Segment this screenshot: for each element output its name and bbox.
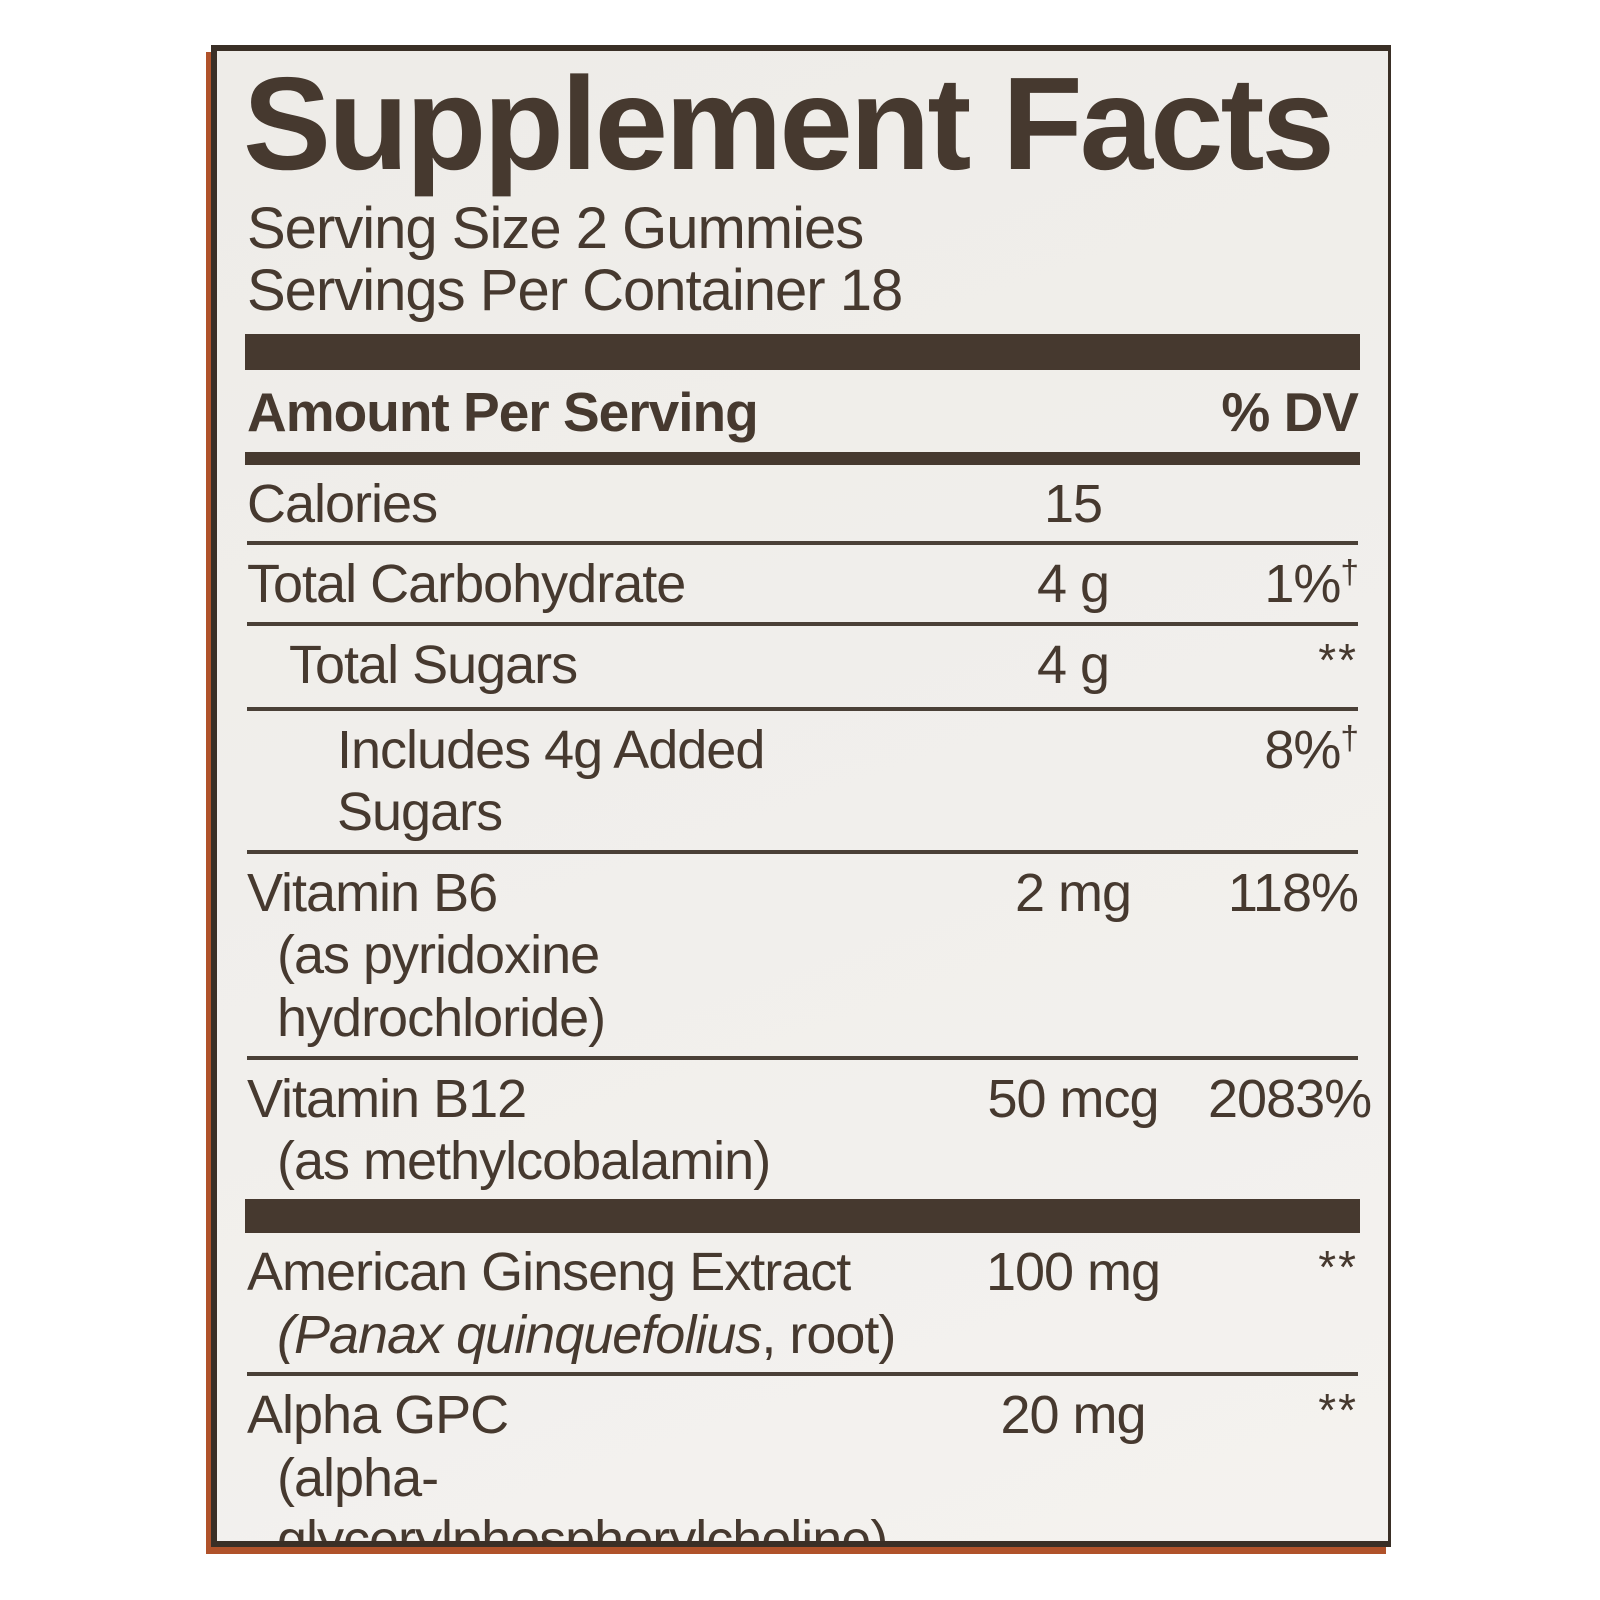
nutrient-dv: 2083% bbox=[1208, 1068, 1372, 1129]
row-divider bbox=[247, 1055, 1358, 1060]
dagger-mark: † bbox=[1340, 554, 1359, 592]
nutrient-source: (Panax quinquefolius, root) bbox=[277, 1304, 896, 1365]
column-header-row: Amount Per Serving % DV bbox=[247, 370, 1359, 452]
nutrient-amount: 20 mg bbox=[1000, 1385, 1146, 1446]
nutrient-row-total-sugars: Total Sugars 4 g ** bbox=[247, 626, 1358, 707]
panel-title: Supplement Facts bbox=[243, 50, 1335, 197]
nutrient-amount: 2 mg bbox=[1014, 862, 1132, 923]
nutrient-amount: 4 g bbox=[1036, 634, 1110, 695]
nutrient-amount: 100 mg bbox=[985, 1241, 1161, 1302]
supplement-facts-panel: Supplement Facts Serving Size 2 Gummies … bbox=[211, 45, 1391, 1547]
nutrient-row-alpha-gpc: Alpha GPC (alpha-glycerylphosphorylcholi… bbox=[247, 1376, 1358, 1547]
nutrient-name: Vitamin B6 bbox=[247, 862, 498, 923]
nutrient-row-vitamin-b6: Vitamin B6 (as pyridoxine hydrochloride)… bbox=[247, 854, 1359, 1056]
row-divider bbox=[247, 621, 1358, 626]
nutrient-row-calories: Calories 15 bbox=[247, 465, 1358, 542]
nutrient-row-american-ginseng: American Ginseng Extract (Panax quinquef… bbox=[247, 1233, 1358, 1372]
row-divider bbox=[247, 541, 1358, 546]
nutrient-name: Total Sugars bbox=[289, 634, 578, 695]
nutrient-source: (as methylcobalamin) bbox=[277, 1131, 771, 1192]
column-header-amount: Amount Per Serving bbox=[247, 380, 759, 443]
row-divider bbox=[247, 1372, 1358, 1377]
servings-per-container: Servings Per Container 18 bbox=[247, 257, 903, 323]
nutrient-name: Total Carbohydrate bbox=[247, 554, 686, 615]
nutrient-amount: 50 mcg bbox=[987, 1068, 1159, 1129]
nutrient-dv: 8%† bbox=[1264, 719, 1359, 780]
nutrient-row-added-sugars: Includes 4g Added Sugars 8%† bbox=[247, 711, 1359, 850]
asterisk-mark: ** bbox=[1318, 633, 1358, 686]
nutrient-row-total-carbohydrate: Total Carbohydrate 4 g 1%† bbox=[247, 545, 1359, 622]
nutrient-row-vitamin-b12: Vitamin B12 (as methylcobalamin) 50 mcg … bbox=[247, 1060, 1372, 1199]
nutrient-amount: 15 bbox=[1043, 473, 1103, 534]
asterisk-mark: ** bbox=[1318, 1384, 1358, 1437]
section-bar-top bbox=[245, 333, 1360, 370]
row-divider bbox=[247, 706, 1358, 711]
nutrient-amount: 4 g bbox=[1036, 554, 1110, 615]
nutrient-dv: ** bbox=[1208, 1241, 1358, 1308]
nutrient-source: (alpha-glycerylphosphorylcholine) bbox=[277, 1447, 888, 1547]
nutrient-name: Alpha GPC bbox=[247, 1385, 509, 1446]
nutrient-dv: 118% bbox=[1227, 862, 1359, 923]
nutrient-name: American Ginseng Extract bbox=[247, 1241, 851, 1302]
asterisk-mark: ** bbox=[1318, 1240, 1358, 1293]
nutrient-dv: 1%† bbox=[1264, 554, 1359, 615]
row-divider bbox=[247, 849, 1358, 854]
dagger-mark: † bbox=[1340, 719, 1359, 757]
nutrient-name: Calories bbox=[247, 473, 438, 534]
serving-size: Serving Size 2 Gummies bbox=[247, 195, 864, 261]
section-bar-middle bbox=[245, 1198, 1360, 1233]
nutrient-name: Includes 4g Added Sugars bbox=[337, 719, 765, 843]
column-header-dv: % DV bbox=[1221, 380, 1359, 443]
nutrient-source: (as pyridoxine hydrochloride) bbox=[277, 925, 606, 1049]
nutrient-dv: ** bbox=[1208, 634, 1358, 701]
nutrient-dv: ** bbox=[1208, 1384, 1358, 1451]
botanical-name: (Panax quinquefolius bbox=[277, 1304, 762, 1365]
header-divider-bar bbox=[245, 451, 1360, 465]
nutrient-name: Vitamin B12 bbox=[247, 1068, 527, 1129]
